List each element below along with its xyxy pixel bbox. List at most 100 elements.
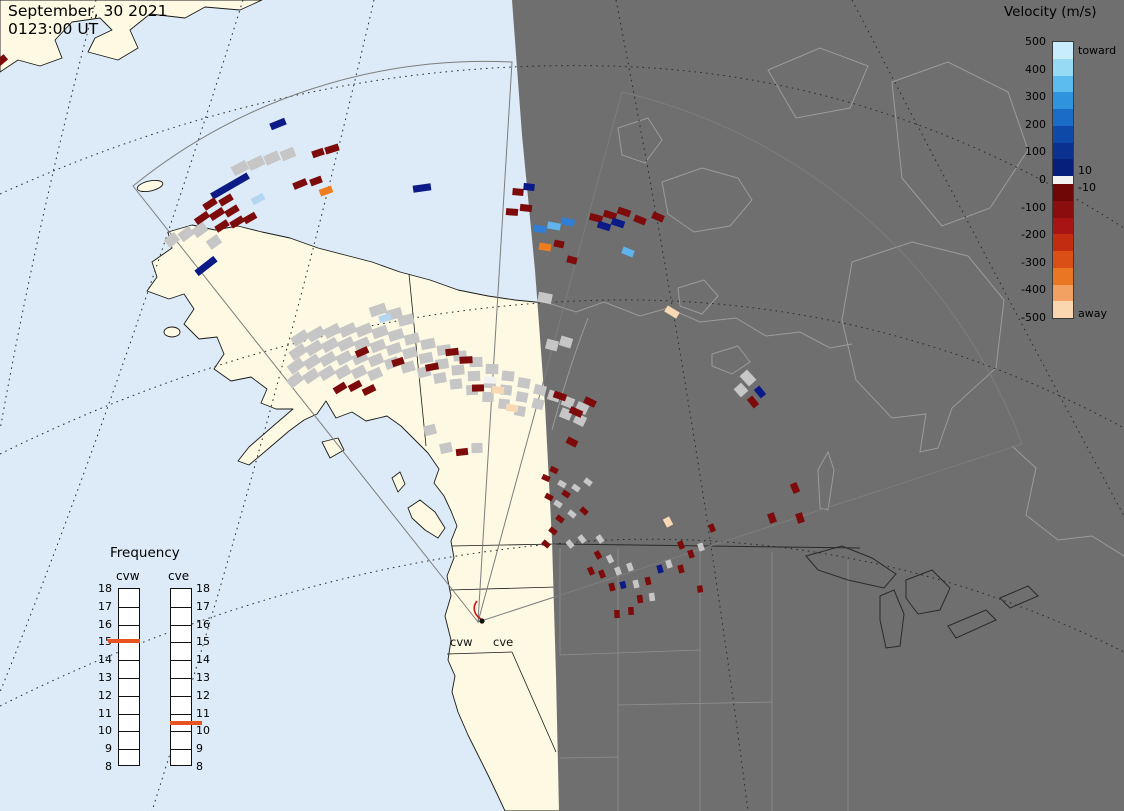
ladder-rung bbox=[171, 606, 191, 608]
land-nunivak-island bbox=[163, 326, 181, 338]
frequency-marker bbox=[170, 721, 202, 726]
frequency-marker bbox=[108, 639, 140, 644]
echo-cell bbox=[412, 183, 432, 193]
echo-cell bbox=[541, 473, 551, 483]
land-haida-gwaii bbox=[391, 471, 406, 493]
echo-cell bbox=[565, 436, 579, 448]
radar-east-label: cve bbox=[493, 635, 513, 649]
echo-cell bbox=[402, 346, 418, 360]
echo-cell bbox=[597, 569, 607, 579]
radar-echo-cells bbox=[0, 54, 805, 619]
ladder-rung bbox=[171, 660, 191, 662]
echo-cell bbox=[616, 206, 632, 218]
border-wa-or bbox=[449, 586, 557, 591]
echo-cell bbox=[322, 322, 342, 340]
night-ellesmere-island bbox=[767, 47, 869, 119]
echo-cell bbox=[533, 224, 547, 234]
echo-cell bbox=[651, 211, 665, 223]
echo-cell bbox=[286, 357, 306, 375]
echo-cell bbox=[229, 215, 245, 229]
echo-cell bbox=[633, 214, 647, 226]
border-or-ca bbox=[446, 651, 513, 655]
echo-cell bbox=[533, 383, 547, 397]
colorbar-segment bbox=[1053, 234, 1073, 251]
night-east-coast bbox=[1011, 445, 1124, 557]
frequency-tick-label: 9 bbox=[105, 742, 112, 756]
echo-cell bbox=[602, 209, 618, 221]
ladder-rung bbox=[171, 642, 191, 644]
echo-cell bbox=[632, 579, 640, 589]
frequency-tick-label: 11 bbox=[196, 706, 210, 720]
colorbar-segment bbox=[1053, 159, 1073, 176]
echo-cell bbox=[644, 576, 652, 586]
echo-cell bbox=[561, 489, 571, 499]
ladder-rung bbox=[119, 678, 139, 679]
echo-cell bbox=[608, 582, 616, 592]
echo-cell bbox=[451, 364, 465, 376]
echo-cell bbox=[662, 516, 674, 528]
velocity-tick-label: -300 bbox=[1021, 255, 1046, 269]
echo-cell bbox=[553, 239, 565, 249]
colorbar-segment bbox=[1053, 217, 1073, 235]
echo-cell bbox=[250, 192, 266, 206]
echo-cell bbox=[335, 350, 353, 366]
echo-cell bbox=[354, 346, 370, 358]
echo-cell bbox=[334, 364, 352, 380]
land-st-lawrence-island bbox=[136, 179, 164, 193]
lake-ontario bbox=[999, 585, 1039, 609]
echo-cell bbox=[467, 370, 481, 382]
echo-cell bbox=[288, 343, 308, 361]
echo-cell bbox=[469, 356, 483, 368]
echo-cell bbox=[0, 54, 9, 66]
echo-cell bbox=[665, 559, 673, 569]
echo-cell bbox=[579, 506, 589, 516]
echo-cell bbox=[482, 391, 494, 403]
frequency-tick-label: 18 bbox=[98, 582, 112, 595]
frequency-tick-label: 17 bbox=[196, 599, 210, 613]
echo-cell bbox=[739, 369, 757, 387]
echo-cell bbox=[491, 386, 505, 394]
frequency-tick-label: 16 bbox=[98, 617, 112, 631]
day-borders bbox=[408, 273, 557, 753]
frequency-tick-label: 13 bbox=[98, 671, 112, 684]
radar-fans bbox=[132, 60, 1023, 624]
echo-cell bbox=[318, 364, 336, 382]
echo-cell bbox=[367, 352, 385, 368]
echo-cell bbox=[596, 220, 612, 232]
lake-superior bbox=[805, 545, 897, 589]
echo-cell bbox=[560, 217, 576, 227]
echo-cell bbox=[433, 372, 447, 384]
echo-cell bbox=[403, 332, 421, 346]
echo-cell bbox=[621, 246, 635, 258]
echo-cell bbox=[309, 175, 323, 187]
echo-cell bbox=[746, 395, 760, 409]
echo-cell bbox=[471, 384, 485, 392]
border-ca-nv bbox=[511, 651, 557, 753]
echo-cell bbox=[347, 379, 363, 393]
border-alaska-yukon bbox=[408, 273, 427, 447]
echo-cell bbox=[505, 208, 519, 216]
echo-cell bbox=[548, 526, 558, 536]
echo-cell bbox=[210, 172, 250, 200]
echo-cell bbox=[318, 185, 334, 197]
frequency-tick-label: 15 bbox=[196, 635, 210, 649]
echo-cell bbox=[696, 585, 704, 593]
echo-cell bbox=[279, 146, 297, 162]
time-label: 0123:00 UT bbox=[8, 19, 99, 38]
frequency-tick-label: 10 bbox=[196, 724, 210, 738]
echo-cell bbox=[269, 117, 287, 131]
echo-cell bbox=[588, 212, 604, 224]
echo-cell bbox=[302, 353, 322, 371]
night-state-borders bbox=[559, 548, 849, 811]
echo-cell bbox=[636, 594, 644, 604]
echo-cell bbox=[350, 364, 368, 380]
timestamp: September, 30 2021 0123:00 UT bbox=[8, 2, 168, 39]
echo-cell bbox=[552, 390, 568, 402]
echo-cell bbox=[605, 554, 615, 564]
echo-cell bbox=[753, 385, 767, 399]
radar-site: cvw cve bbox=[450, 600, 513, 649]
echo-cell bbox=[538, 242, 552, 252]
echo-cell bbox=[455, 447, 469, 457]
ladder-rung bbox=[119, 660, 139, 662]
